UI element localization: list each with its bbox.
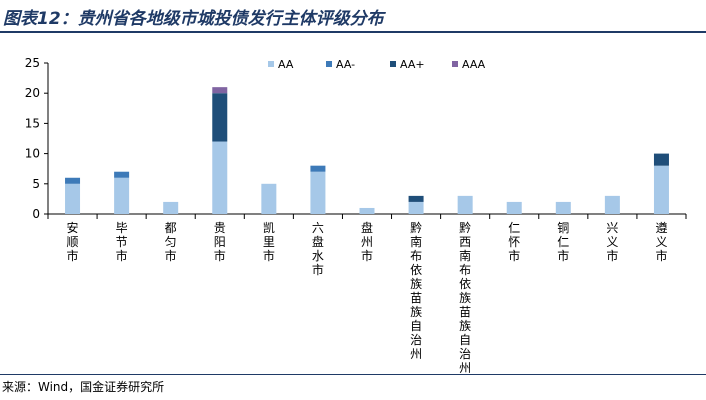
x-category-label: 安顺市	[67, 220, 79, 263]
bar-segment-aa	[506, 201, 522, 214]
legend-swatch	[326, 61, 332, 67]
bar-segment-aa	[65, 183, 81, 214]
bar-segment-aa-minus	[65, 177, 81, 184]
legend: AA AA- AA+ AAA	[268, 58, 486, 71]
x-category-label: 凯里市	[263, 221, 275, 263]
y-tick-label: 0	[32, 207, 40, 221]
chart-title: 图表12：贵州省各地级市城投债发行主体评级分布	[3, 9, 384, 29]
x-category-label: 毕节市	[116, 221, 128, 263]
legend-label: AA	[278, 58, 294, 71]
y-tick-label: 10	[25, 147, 40, 161]
bar-segment-aa-minusplus	[212, 93, 228, 142]
y-tick-label: 20	[25, 86, 40, 100]
footer-divider	[0, 374, 706, 375]
bar-segment-aa	[408, 201, 424, 214]
x-category-label: 贵阳市	[214, 221, 226, 263]
bar-segment-aa	[653, 165, 669, 214]
bar-segment-aa-minusplus	[408, 195, 424, 202]
stacked-bar-chart: 0 5 10 15 20 25 安顺市 毕节市 都匀市 贵阳市 凯里市 六盘水市 盘州市 黔南布依族苗族自…	[25, 56, 687, 374]
legend-label: AA+	[400, 58, 425, 71]
x-category-label: 遵义市	[655, 220, 667, 263]
bar-segment-aa	[359, 207, 375, 214]
x-category-label: 黔南布依族苗族自治州	[410, 220, 422, 361]
bar-segment-aa	[163, 201, 179, 214]
bar-segment-aa	[114, 177, 130, 214]
bar-segment-aa-minus	[310, 165, 326, 172]
legend-label: AAA	[462, 58, 486, 71]
x-category-label: 盘州市	[361, 220, 373, 263]
legend-label: AA-	[336, 58, 355, 71]
x-category-label: 铜仁市	[557, 220, 569, 263]
bar-segment-aa	[457, 195, 473, 214]
axes: 0 5 10 15 20 25 安顺市 毕节市 都匀市 贵阳市 凯里市 六盘水市 盘州市 黔南布依族苗族自…	[25, 56, 687, 374]
x-category-label: 六盘水市	[312, 221, 324, 277]
bar-segment-aa-minusplus	[653, 153, 669, 166]
x-category-label: 都匀市	[165, 221, 177, 263]
legend-swatch	[390, 61, 396, 67]
bars	[65, 87, 669, 214]
bar-segment-aa	[261, 183, 277, 214]
y-tick-label: 25	[25, 56, 40, 70]
source-note: 来源：Wind，国金证券研究所	[2, 380, 165, 394]
bar-segment-aa-minus	[114, 171, 130, 178]
x-category-label: 黔西南布依族苗族自治州	[459, 220, 471, 374]
bar-segment-aa	[212, 141, 228, 214]
y-tick-label: 5	[32, 177, 40, 191]
bar-segment-aa	[555, 201, 571, 214]
legend-swatch	[452, 61, 458, 67]
title-divider	[0, 31, 706, 33]
legend-swatch	[268, 61, 274, 67]
bar-segment-aa	[604, 195, 620, 214]
bar-segment-aaa	[212, 87, 228, 94]
bar-segment-aa	[310, 171, 326, 214]
x-category-label: 仁怀市	[508, 221, 520, 263]
x-category-label: 兴义市	[606, 221, 618, 263]
y-tick-label: 15	[25, 116, 40, 130]
